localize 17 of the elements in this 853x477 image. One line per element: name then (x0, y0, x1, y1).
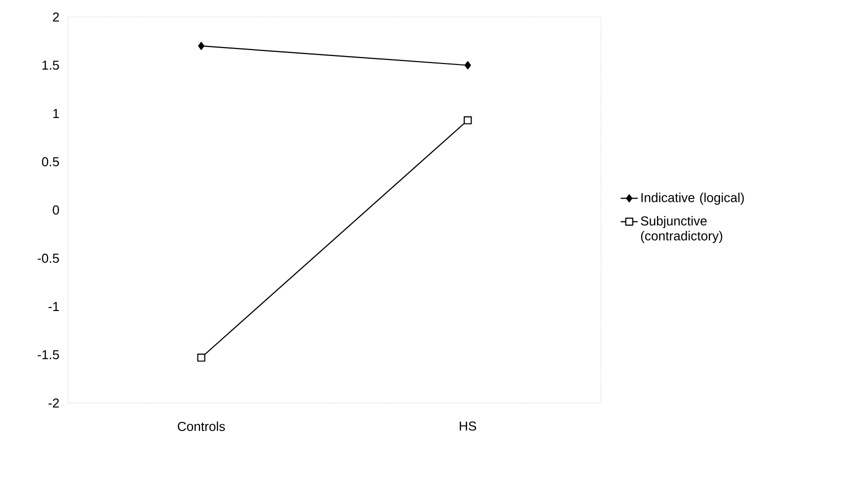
legend-label: Subjunctive (contradictory) (640, 216, 722, 244)
y-tick-label: 2 (52, 12, 59, 22)
y-tick-label: -0.5 (38, 254, 59, 263)
point (198, 42, 204, 50)
y-tick-label: -1.5 (38, 350, 59, 360)
y-tick-label: 1.5 (42, 60, 59, 70)
y-tick-label: -1 (48, 302, 59, 311)
x-tick-label: HS (460, 422, 476, 431)
point (464, 116, 472, 124)
y-tick-label: 1 (53, 109, 59, 118)
y-tick-label: -2 (48, 398, 59, 408)
x-tick-label: Controls (178, 422, 225, 432)
point (464, 61, 471, 70)
legend-label: Indicative (logical) (641, 192, 744, 205)
y-tick-label: 0 (52, 205, 59, 215)
y-tick-label: 0.5 (42, 157, 59, 166)
point (197, 354, 206, 362)
